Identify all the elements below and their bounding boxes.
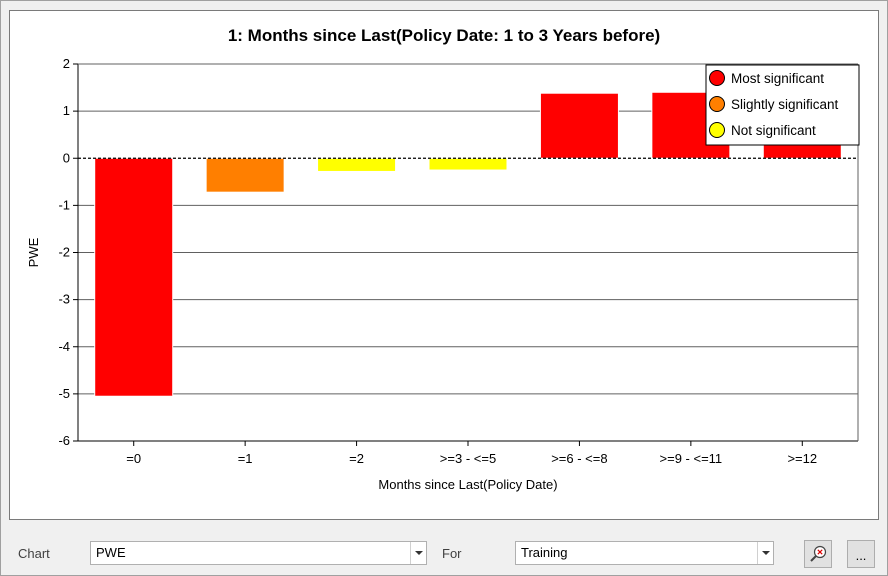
- y-tick-label: 0: [63, 150, 70, 165]
- zoom-reset-button[interactable]: [804, 540, 832, 568]
- chart-panel: 1: Months since Last(Policy Date: 1 to 3…: [9, 10, 879, 520]
- y-tick-label: 1: [63, 103, 70, 118]
- bar-2: [317, 157, 397, 172]
- chart-selector-label: Chart: [18, 546, 50, 561]
- x-tick-label: >=12: [787, 451, 817, 466]
- y-tick-label: -6: [58, 433, 70, 448]
- bar-4: [539, 92, 619, 159]
- x-axis-label: Months since Last(Policy Date): [378, 477, 557, 492]
- more-options-button[interactable]: ...: [847, 540, 875, 568]
- x-tick-label: =2: [349, 451, 364, 466]
- legend-swatch-1: [709, 96, 725, 112]
- dataset-selector-value: Training: [521, 545, 568, 560]
- legend-box: [705, 64, 860, 146]
- legend-label-0: Most significant: [731, 71, 824, 86]
- x-tick-label: >=6 - <=8: [551, 451, 607, 466]
- chart-selector-value: PWE: [96, 545, 126, 560]
- y-tick-label: -4: [58, 339, 70, 354]
- legend-label-2: Not significant: [731, 123, 816, 138]
- dataset-selector-label: For: [442, 546, 462, 561]
- y-tick-label: -2: [58, 245, 70, 260]
- x-tick-label: =1: [238, 451, 253, 466]
- y-tick-label: 2: [63, 56, 70, 71]
- legend: Most significant Slightly significant Not …: [705, 64, 860, 146]
- x-tick-label: >=3 - <=5: [440, 451, 496, 466]
- chevron-down-icon[interactable]: [757, 542, 773, 564]
- y-tick-label: -1: [58, 197, 70, 212]
- y-tick-label: -5: [58, 386, 70, 401]
- x-tick-label: >=9 - <=11: [660, 451, 723, 466]
- chevron-down-icon[interactable]: [410, 542, 426, 564]
- chart-title: 1: Months since Last(Policy Date: 1 to 3…: [228, 26, 660, 45]
- bar-chart: 1: Months since Last(Policy Date: 1 to 3…: [26, 26, 860, 492]
- y-axis-label: PWE: [26, 237, 41, 267]
- dataset-selector[interactable]: Training: [515, 541, 774, 565]
- bar-3: [428, 157, 508, 171]
- legend-swatch-0: [709, 70, 725, 86]
- bar-0: [94, 157, 174, 397]
- y-tick-label: -3: [58, 292, 70, 307]
- zoom-reset-icon: [810, 545, 827, 562]
- legend-swatch-2: [709, 122, 725, 138]
- chart-selector[interactable]: PWE: [90, 541, 427, 565]
- x-tick-label: =0: [126, 451, 141, 466]
- bar-1: [205, 157, 285, 193]
- legend-label-1: Slightly significant: [731, 97, 839, 112]
